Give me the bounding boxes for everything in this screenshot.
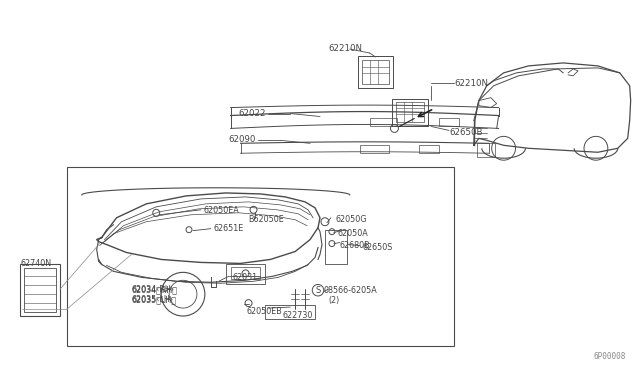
- Text: 08566-6205A: 08566-6205A: [324, 286, 378, 295]
- Text: 62022: 62022: [239, 109, 266, 118]
- Bar: [230, 267, 260, 279]
- Text: 62650S: 62650S: [363, 243, 393, 251]
- Bar: [266, 305, 315, 319]
- Text: 62651E: 62651E: [214, 224, 244, 233]
- Bar: [396, 102, 424, 122]
- Text: (2): (2): [328, 296, 339, 305]
- Text: 62090: 62090: [228, 135, 256, 144]
- Text: 62210N: 62210N: [454, 79, 488, 88]
- Text: 62031: 62031: [233, 273, 258, 282]
- Text: 62034〈RH〉: 62034〈RH〉: [131, 285, 177, 294]
- Bar: [419, 145, 439, 153]
- Bar: [477, 143, 495, 157]
- Bar: [392, 99, 428, 126]
- Text: B62050E: B62050E: [248, 215, 284, 224]
- Text: 62210N: 62210N: [328, 44, 362, 53]
- Text: S: S: [316, 286, 321, 295]
- Text: 62680B: 62680B: [340, 241, 371, 250]
- Bar: [67, 167, 454, 346]
- Text: 62050G: 62050G: [336, 215, 367, 224]
- Text: 62050EA: 62050EA: [204, 206, 239, 215]
- Text: 62740N: 62740N: [20, 259, 51, 269]
- Bar: [358, 56, 394, 88]
- Bar: [226, 264, 266, 284]
- Bar: [360, 145, 390, 153]
- Text: 622730: 622730: [282, 311, 313, 320]
- Bar: [20, 264, 60, 316]
- Text: 62035‹LH›: 62035‹LH›: [131, 295, 173, 304]
- Bar: [24, 268, 56, 312]
- Text: 62050EB: 62050EB: [246, 307, 282, 316]
- Bar: [370, 118, 397, 126]
- Text: 62034‹RH›: 62034‹RH›: [131, 285, 174, 294]
- Text: 6P00008: 6P00008: [593, 352, 626, 361]
- Bar: [439, 118, 459, 126]
- Bar: [362, 60, 390, 84]
- Text: 62035〈LH〉: 62035〈LH〉: [131, 295, 177, 304]
- Text: 62050A: 62050A: [338, 229, 369, 238]
- Bar: [325, 230, 347, 264]
- Text: 62650B: 62650B: [449, 128, 483, 137]
